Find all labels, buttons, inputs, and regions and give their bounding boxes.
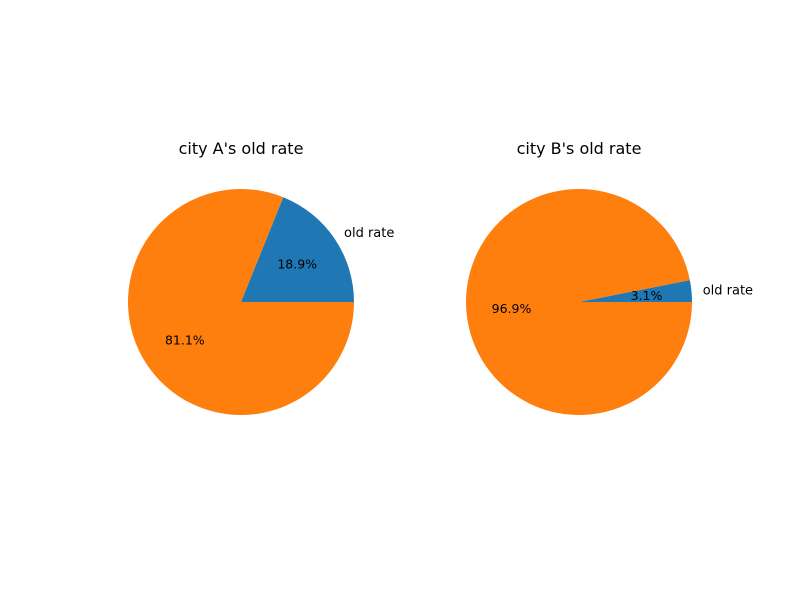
chart-title-city-b: city B's old rate (517, 139, 642, 158)
chart-title-city-a: city A's old rate (179, 139, 304, 158)
pie-pct-label-city-a-1: 81.1% (165, 332, 205, 347)
pie-pct-label-city-b-1: 96.9% (492, 301, 532, 316)
pie-label-city-a-0: old rate (344, 226, 394, 241)
pie-label-city-b-0: old rate (703, 283, 753, 298)
pie-pct-label-city-a-0: 18.9% (277, 257, 317, 272)
pie-chart-city-a: city A's old rate 18.9% old rate 81.1% (128, 139, 394, 415)
